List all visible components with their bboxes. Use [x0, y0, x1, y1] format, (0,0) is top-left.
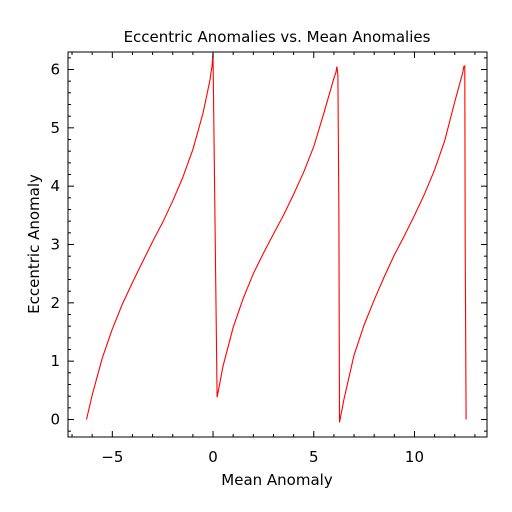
y-tick-label: 3 — [50, 236, 60, 254]
y-tick-label: 6 — [50, 61, 60, 79]
y-tick-label: 4 — [50, 177, 60, 195]
plot-frame — [67, 51, 488, 438]
y-tick-label: 0 — [50, 411, 60, 429]
ticks-layer: −5 0 5 10 0 1 2 3 4 5 6 — [50, 52, 487, 466]
y-tick-label: 2 — [50, 294, 60, 312]
x-tick-label: 5 — [309, 448, 319, 466]
x-tick-label: −5 — [101, 448, 123, 466]
x-tick-label: 0 — [208, 448, 218, 466]
y-tick-label: 5 — [50, 119, 60, 137]
curve-layer — [85, 53, 467, 423]
series-line-0 — [85, 53, 467, 423]
y-tick-label: 1 — [50, 352, 60, 370]
x-axis-label: Mean Anomaly — [221, 471, 333, 489]
chart-title: Eccentric Anomalies vs. Mean Anomalies — [124, 28, 431, 46]
x-tick-label: 10 — [405, 448, 424, 466]
y-axis-label: Eccentric Anomaly — [25, 174, 43, 314]
